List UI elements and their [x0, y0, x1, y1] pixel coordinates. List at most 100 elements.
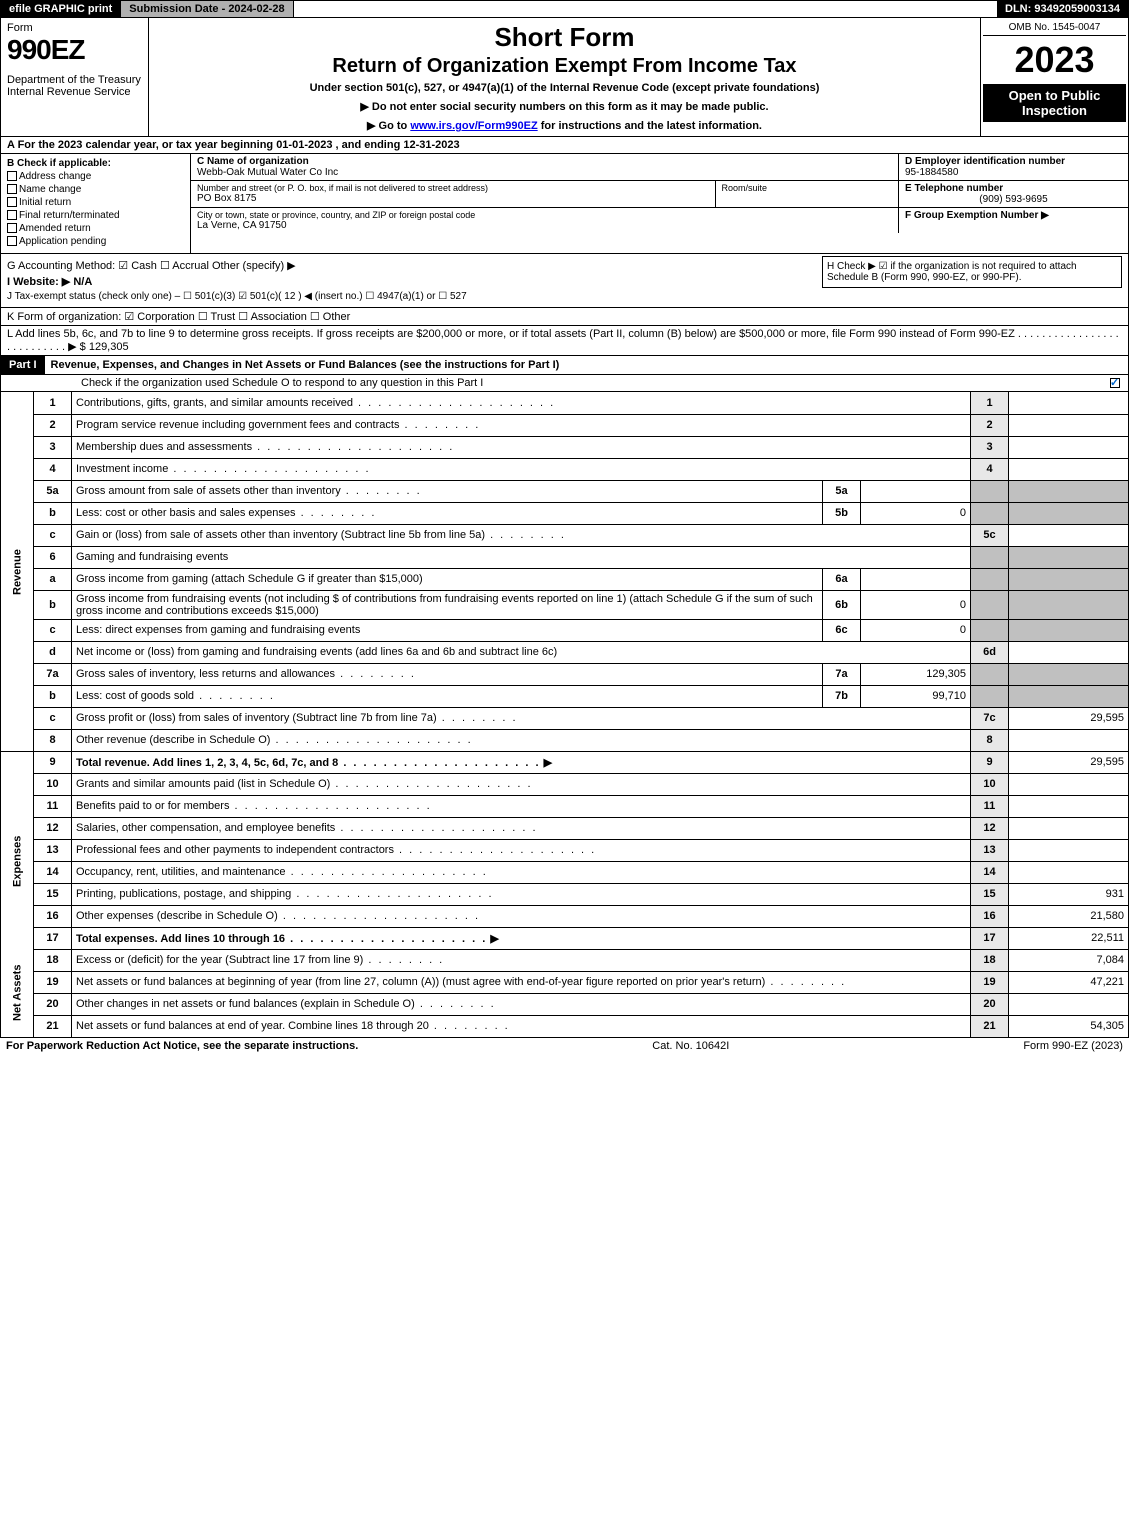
l20-num: 20	[34, 993, 72, 1015]
line-5c: c Gain or (loss) from sale of assets oth…	[1, 524, 1129, 546]
org-name: Webb-Oak Mutual Water Co Inc	[197, 167, 892, 178]
l6d-desc: Net income or (loss) from gaming and fun…	[72, 641, 971, 663]
l15-rn: 15	[971, 883, 1009, 905]
footer-center: Cat. No. 10642I	[652, 1040, 729, 1052]
line-7b: b Less: cost of goods sold 7b 99,710	[1, 685, 1129, 707]
phone-value: (909) 593-9695	[905, 194, 1122, 205]
l14-rn: 14	[971, 861, 1009, 883]
l6a-num: a	[34, 568, 72, 590]
j-tax-exempt: J Tax-exempt status (check only one) – ☐…	[7, 291, 1122, 302]
instr-pre: ▶ Go to	[367, 120, 410, 132]
l11-num: 11	[34, 795, 72, 817]
l6c-sv: 0	[861, 619, 971, 641]
l11-desc: Benefits paid to or for members	[76, 800, 432, 812]
l5a-desc: Gross amount from sale of assets other t…	[76, 485, 422, 497]
l3-rv	[1009, 436, 1129, 458]
line-3: 3 Membership dues and assessments 3	[1, 436, 1129, 458]
chk-application-pending[interactable]: Application pending	[7, 236, 184, 247]
l1-num: 1	[34, 392, 72, 414]
c-room: Room/suite	[715, 181, 899, 207]
l13-num: 13	[34, 839, 72, 861]
lines-table: Revenue 1 Contributions, gifts, grants, …	[0, 392, 1129, 1038]
l3-desc: Membership dues and assessments	[76, 441, 454, 453]
l21-rv: 54,305	[1009, 1015, 1129, 1037]
l6b-num: b	[34, 590, 72, 619]
chk-address-change[interactable]: Address change	[7, 171, 184, 182]
l2-num: 2	[34, 414, 72, 436]
l6d-rv	[1009, 641, 1129, 663]
l5b-rn	[971, 502, 1009, 524]
l9-num: 9	[34, 751, 72, 773]
chk-amended-return[interactable]: Amended return	[7, 223, 184, 234]
line-1: Revenue 1 Contributions, gifts, grants, …	[1, 392, 1129, 414]
submission-date: Submission Date - 2024-02-28	[121, 1, 293, 17]
row-a-calendar-year: A For the 2023 calendar year, or tax yea…	[0, 137, 1129, 154]
line-12: 12 Salaries, other compensation, and emp…	[1, 817, 1129, 839]
side-net-assets: Net Assets	[1, 949, 34, 1037]
l6b-sn: 6b	[823, 590, 861, 619]
l5b-sv: 0	[861, 502, 971, 524]
line-6c: c Less: direct expenses from gaming and …	[1, 619, 1129, 641]
l18-rv: 7,084	[1009, 949, 1129, 971]
l16-rn: 16	[971, 905, 1009, 927]
line-20: 20 Other changes in net assets or fund b…	[1, 993, 1129, 1015]
efile-print-button[interactable]: efile GRAPHIC print	[1, 1, 121, 17]
c-name: C Name of organization Webb-Oak Mutual W…	[191, 154, 898, 180]
l17-rn: 17	[971, 927, 1009, 949]
l18-num: 18	[34, 949, 72, 971]
l15-desc: Printing, publications, postage, and shi…	[76, 888, 494, 900]
form-header: Form 990EZ Department of the Treasury In…	[0, 18, 1129, 137]
l6c-sn: 6c	[823, 619, 861, 641]
chk-final-return[interactable]: Final return/terminated	[7, 210, 184, 221]
line-7c: c Gross profit or (loss) from sales of i…	[1, 707, 1129, 729]
l6c-num: c	[34, 619, 72, 641]
l15-rv: 931	[1009, 883, 1129, 905]
line-15: 15 Printing, publications, postage, and …	[1, 883, 1129, 905]
form-label: Form	[7, 22, 142, 34]
l5b-rv	[1009, 502, 1129, 524]
l7b-sn: 7b	[823, 685, 861, 707]
chk-name-change[interactable]: Name change	[7, 184, 184, 195]
title-sub: Under section 501(c), 527, or 4947(a)(1)…	[159, 82, 970, 94]
chk-initial-return[interactable]: Initial return	[7, 197, 184, 208]
section-bcdef: B Check if applicable: Address change Na…	[0, 154, 1129, 254]
l7a-sn: 7a	[823, 663, 861, 685]
c-name-label: C Name of organization	[197, 156, 892, 167]
f-label: F Group Exemption Number ▶	[905, 210, 1122, 221]
l9-rn: 9	[971, 751, 1009, 773]
l-gross-receipts: L Add lines 5b, 6c, and 7b to line 9 to …	[0, 326, 1129, 356]
page-footer: For Paperwork Reduction Act Notice, see …	[0, 1038, 1129, 1054]
l6d-num: d	[34, 641, 72, 663]
l19-desc: Net assets or fund balances at beginning…	[76, 976, 846, 988]
line-13: 13 Professional fees and other payments …	[1, 839, 1129, 861]
l1-rv	[1009, 392, 1129, 414]
irs-link[interactable]: www.irs.gov/Form990EZ	[410, 120, 537, 132]
title-short-form: Short Form	[159, 22, 970, 53]
l8-rv	[1009, 729, 1129, 751]
l7c-desc: Gross profit or (loss) from sales of inv…	[76, 712, 518, 724]
part-i-sub: Check if the organization used Schedule …	[0, 375, 1129, 392]
l6b-desc: Gross income from fundraising events (no…	[72, 590, 823, 619]
ein-value: 95-1884580	[905, 167, 1122, 178]
title-return: Return of Organization Exempt From Incom…	[159, 55, 970, 78]
l17-desc: Total expenses. Add lines 10 through 16	[76, 933, 487, 945]
year-block: OMB No. 1545-0047 2023 Open to Public In…	[980, 18, 1128, 136]
line-9: 9 Total revenue. Add lines 1, 2, 3, 4, 5…	[1, 751, 1129, 773]
part-i-label: Part I	[1, 356, 45, 374]
l6-desc: Gaming and fundraising events	[72, 546, 971, 568]
l7c-rv: 29,595	[1009, 707, 1129, 729]
l13-desc: Professional fees and other payments to …	[76, 844, 596, 856]
l8-num: 8	[34, 729, 72, 751]
l10-rv	[1009, 773, 1129, 795]
line-6b: b Gross income from fundraising events (…	[1, 590, 1129, 619]
part-i-checkbox[interactable]	[1110, 377, 1128, 389]
street-label: Number and street (or P. O. box, if mail…	[197, 183, 709, 193]
l20-desc: Other changes in net assets or fund bala…	[76, 998, 496, 1010]
l19-rn: 19	[971, 971, 1009, 993]
l2-rn: 2	[971, 414, 1009, 436]
l1-rn: 1	[971, 392, 1009, 414]
d-ein: D Employer identification number 95-1884…	[898, 154, 1128, 180]
e-phone: E Telephone number (909) 593-9695	[898, 181, 1128, 207]
l12-rv	[1009, 817, 1129, 839]
line-16: 16 Other expenses (describe in Schedule …	[1, 905, 1129, 927]
